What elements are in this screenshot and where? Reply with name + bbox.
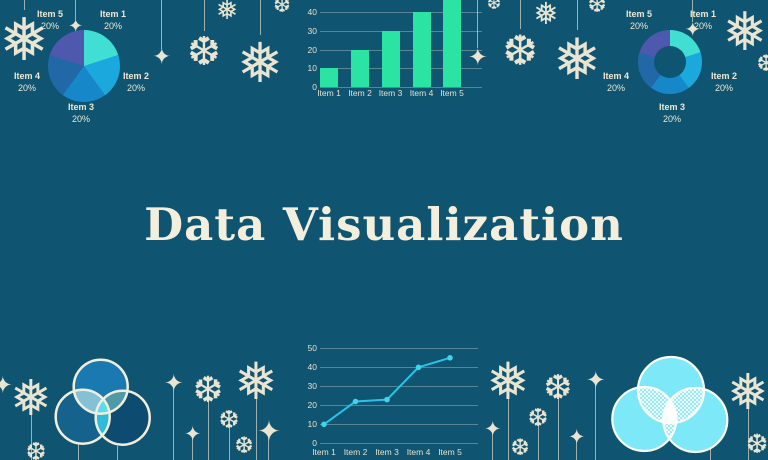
poster-title: Data Visualization [144,198,624,251]
data-point [415,364,422,371]
donut-chart-hole [654,46,686,78]
y-tick: 30 [307,381,317,392]
gridline [320,49,482,51]
pie-label-item-1: Item 1 20% [85,8,141,32]
y-tick: 10 [307,419,317,430]
bar-chart: 0 10 20 30 40 Item 1 Item 2 Item 3 Item 4 Item 5 [298,0,484,100]
gridline [320,367,478,369]
bar [443,0,461,87]
y-tick: 50 [307,343,317,354]
x-tick: Item 5 [440,88,464,98]
donut-label-item-5: Item 5 20% [611,8,667,32]
x-tick: Item 1 [317,88,341,98]
pie-label-item-4: Item 4 20% [0,70,55,94]
donut-label-value-5: 20% [629,21,648,31]
y-tick: 20 [307,400,317,411]
bar [381,30,400,87]
donut-label-value-3: 20% [662,114,681,124]
donut-label-value-4: 20% [606,83,625,93]
donut-label-item-2: Item 2 20% [696,70,752,94]
y-tick: 10 [307,63,317,74]
x-tick: Item 2 [348,88,372,98]
venn-left-overlap-top-right [95,390,128,414]
donut-label-name-2: Item 2 [710,71,737,81]
gridline [320,30,482,32]
gridline [320,87,482,88]
pie-label-value-1: 20% [103,21,122,31]
gridline [320,68,482,70]
pie-label-value-3: 20% [71,114,90,124]
data-point [447,355,453,361]
pie-label-value-4: 20% [17,83,36,93]
x-tick: Item 2 [343,447,368,457]
gridline [320,348,478,350]
donut-label-item-3: Item 3 20% [644,101,700,125]
x-tick: Item 5 [438,447,462,457]
pie-label-name-1: Item 1 [99,9,126,19]
donut-label-item-1: Item 1 20% [675,8,731,32]
donut-label-name-1: Item 1 [689,9,716,19]
bar [412,12,431,87]
donut-label-name-3: Item 3 [658,102,685,112]
data-point [352,398,359,405]
donut-label-value-1: 20% [693,21,712,31]
pie-label-name-4: Item 4 [13,71,40,81]
pie-label-name-2: Item 2 [122,71,149,81]
gridline [320,424,478,426]
data-point [321,421,327,428]
bar [351,49,369,87]
pie-label-item-2: Item 2 20% [108,70,164,94]
venn-diagram-left [54,358,151,446]
y-tick: 20 [307,44,317,55]
pie-label-value-2: 20% [126,83,145,93]
y-tick: 0 [312,438,317,449]
gridline [320,12,482,13]
y-tick: 40 [307,7,317,17]
pie-label-value-5: 20% [40,21,59,31]
pie-label-item-5: Item 5 20% [22,8,78,32]
venn-right-outlines [611,355,729,454]
donut-label-value-2: 20% [714,83,733,93]
pie-label-item-3: Item 3 20% [53,101,109,125]
x-tick: Item 1 [312,447,336,457]
line-series [321,355,453,428]
donut-label-name-4: Item 4 [602,71,629,81]
x-tick: Item 3 [378,88,403,98]
pie-label-name-3: Item 3 [67,102,94,112]
y-tick: 0 [312,82,317,92]
y-tick: 30 [307,25,317,36]
y-tick: 40 [307,362,317,373]
data-point [384,396,390,403]
line-chart: 0 10 20 30 40 50 Item 1 Item 2 Item 3 Item 4 Item … [298,338,484,460]
pie-chart [48,30,120,102]
gridline [320,405,478,407]
x-tick: Item 4 [409,88,434,98]
pie-label-name-5: Item 5 [36,9,63,19]
venn-diagram-right [611,355,729,454]
venn-left-overlap-top-left [73,389,110,414]
x-tick: Item 3 [375,447,399,457]
x-tick: Item 4 [406,447,431,457]
venn-left-outlines [54,358,151,446]
gridline [320,443,478,445]
donut-label-item-4: Item 4 20% [588,70,644,94]
bar [320,68,338,87]
donut-label-name-5: Item 5 [625,9,652,19]
